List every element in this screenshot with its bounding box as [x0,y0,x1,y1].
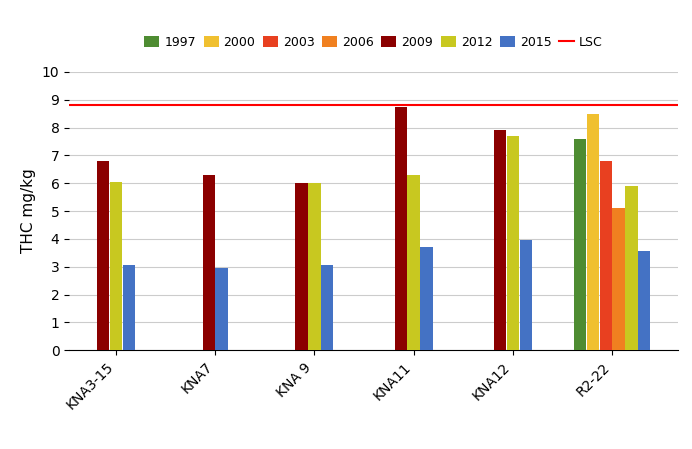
Bar [215,268,228,350]
Bar [295,183,308,350]
Bar [97,161,109,350]
Bar [507,136,519,350]
Bar [122,265,135,350]
Bar [599,161,612,350]
Bar [612,208,625,350]
Bar [520,240,532,350]
Legend: 1997, 2000, 2003, 2006, 2009, 2012, 2015, LSC: 1997, 2000, 2003, 2006, 2009, 2012, 2015… [140,31,608,54]
Bar [638,251,650,350]
Bar [574,139,586,350]
Bar [408,175,420,350]
Bar [394,107,407,350]
Bar [110,182,122,350]
Bar [587,114,599,350]
Bar [626,186,637,350]
Bar [321,265,334,350]
Bar [308,183,320,350]
Bar [203,175,215,350]
Bar [494,130,506,350]
Y-axis label: THC mg/kg: THC mg/kg [21,169,36,253]
Bar [421,247,432,350]
